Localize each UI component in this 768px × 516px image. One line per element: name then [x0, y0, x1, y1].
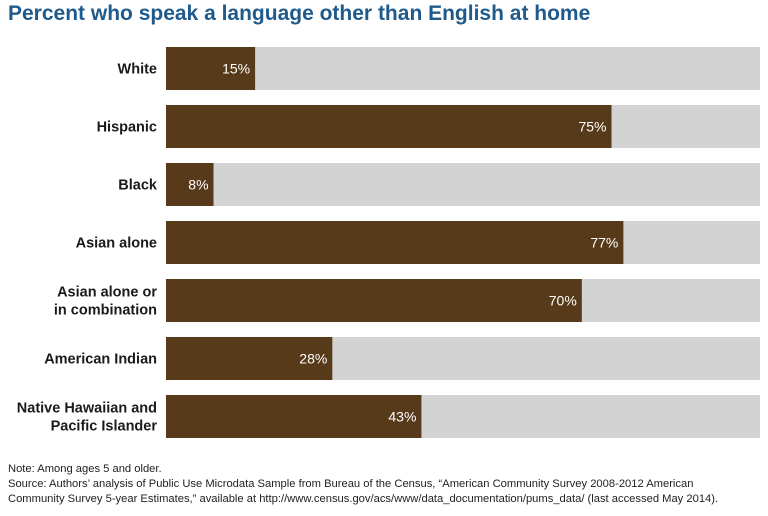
category-label: American Indian — [44, 352, 157, 368]
bar-track — [166, 47, 760, 90]
chart-source-line-1: Source: Authors’ analysis of Public Use … — [8, 478, 694, 490]
bar-value-label: 77% — [590, 235, 618, 251]
chart-source-line-2: Community Survey 5-year Estimates,” avai… — [8, 493, 719, 505]
category-label: Pacific Islander — [51, 419, 158, 435]
bar-chart: 15% White 75% Hispanic 8% Black 77% Asian alone… — [17, 47, 760, 438]
category-label: Asian alone or — [57, 285, 157, 301]
chart-title: Percent who speak a language other than … — [8, 2, 591, 25]
category-label: Asian alone — [76, 236, 157, 252]
bar-track — [166, 163, 760, 206]
bar-value-label: 28% — [299, 351, 327, 367]
bar — [166, 105, 612, 148]
category-label: in combination — [54, 303, 157, 319]
bar — [166, 337, 333, 380]
bar — [166, 395, 422, 438]
bar-value-label: 75% — [578, 119, 606, 135]
bar — [166, 279, 582, 322]
category-label: Native Hawaiian and — [17, 401, 157, 417]
category-label: White — [118, 62, 157, 78]
bar — [166, 163, 214, 206]
bar-value-label: 15% — [222, 61, 250, 77]
bar-value-label: 43% — [388, 409, 416, 425]
chart-note: Note: Among ages 5 and older. — [8, 463, 162, 475]
bar — [166, 221, 624, 264]
bar — [166, 47, 256, 90]
category-label: Hispanic — [97, 120, 157, 136]
bar-value-label: 70% — [549, 293, 577, 309]
category-label: Black — [118, 178, 158, 194]
bar-value-label: 8% — [188, 177, 208, 193]
